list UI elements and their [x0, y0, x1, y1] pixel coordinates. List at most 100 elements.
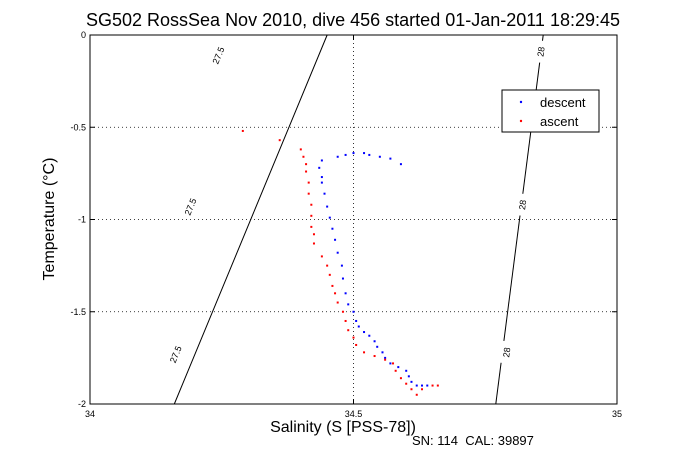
ascent-point	[352, 336, 355, 339]
ascent-point	[384, 358, 387, 361]
descent-point	[363, 331, 366, 334]
ascent-point	[410, 388, 413, 391]
legend-box	[501, 89, 600, 133]
descent-point	[373, 340, 376, 343]
descent-point	[344, 153, 347, 156]
isopycnal-label: 28	[501, 347, 512, 358]
descent-point	[397, 366, 400, 369]
ascent-point	[320, 255, 323, 258]
descent-point	[320, 159, 323, 162]
descent-point	[384, 356, 387, 359]
isopycnal-label: 28	[517, 199, 528, 210]
descent-point	[389, 362, 392, 365]
ascent-point	[363, 351, 366, 354]
isopycnal-label-bg	[180, 194, 200, 220]
descent-point	[363, 152, 366, 155]
ascent-point	[347, 329, 350, 332]
ascent-point	[341, 310, 344, 313]
isopycnal-label-bg	[514, 193, 530, 217]
axis-ticks: 34 34.5 35 0 -0.5 -1 -1.5 -2	[70, 30, 622, 419]
descent-point	[323, 192, 326, 195]
isopycnal-label-bg	[533, 39, 548, 64]
ascent-point	[310, 225, 313, 228]
ascent-point	[310, 214, 313, 217]
ascent-point	[312, 242, 315, 245]
ascent-point	[312, 233, 315, 236]
ascent-point	[334, 292, 337, 295]
descent-point	[320, 176, 323, 179]
descent-point	[352, 152, 355, 155]
descent-point	[336, 251, 339, 254]
ascent-point	[307, 192, 310, 195]
descent-point	[344, 292, 347, 295]
ascent-point	[328, 273, 331, 276]
descent-point	[368, 153, 371, 156]
x-tick-label: 35	[612, 409, 622, 419]
grid-lines	[90, 35, 617, 404]
ascent-point	[394, 369, 397, 372]
descent-point	[355, 319, 358, 322]
descent-point	[328, 216, 331, 219]
isopycnal-label-bg	[498, 340, 514, 365]
descent-point	[340, 264, 343, 267]
x-tick-label: 34	[85, 409, 95, 419]
ascent-point	[436, 384, 439, 387]
y-tick-label: -2	[78, 399, 86, 409]
data-points	[241, 129, 439, 396]
y-tick-label: -1.5	[70, 307, 86, 317]
descent-point	[399, 163, 402, 166]
descent-point	[407, 375, 410, 378]
y-tick-label: -0.5	[70, 122, 86, 132]
ascent-point	[421, 388, 424, 391]
descent-point	[334, 238, 337, 241]
descent-point	[331, 227, 334, 230]
descent-point	[326, 205, 329, 208]
descent-point	[421, 384, 424, 387]
legend: descent ascent	[501, 89, 600, 133]
descent-point	[341, 277, 344, 280]
ascent-point	[331, 284, 334, 287]
legend-label-ascent: ascent	[540, 114, 579, 129]
descent-point	[405, 369, 408, 372]
ascent-point	[399, 377, 402, 380]
ascent-point	[302, 155, 305, 158]
descent-point	[318, 166, 321, 169]
chart-title: SG502 RossSea Nov 2010, dive 456 started…	[86, 10, 620, 30]
ascent-point	[392, 362, 395, 365]
isopycnal-label: 28	[535, 46, 546, 57]
ascent-point	[405, 382, 408, 385]
y-tick-label: 0	[81, 30, 86, 40]
descent-point	[336, 155, 339, 158]
descent-point	[381, 351, 384, 354]
isopycnal-label-bg	[165, 341, 186, 367]
x-axis-label: Salinity (S [PSS-78])	[270, 419, 416, 436]
descent-point	[378, 155, 381, 158]
ascent-point	[336, 301, 339, 304]
x-tick-label: 34.5	[345, 409, 363, 419]
descent-point	[320, 181, 323, 184]
descent-point	[357, 325, 360, 328]
legend-marker-descent	[519, 100, 523, 104]
descent-point	[352, 310, 355, 313]
ascent-point	[431, 384, 434, 387]
ascent-point	[355, 343, 358, 346]
isopycnal-label-bg	[208, 42, 228, 68]
y-tick-label: -1	[78, 215, 86, 225]
descent-point	[426, 384, 429, 387]
ascent-point	[305, 163, 308, 166]
ascent-point	[307, 181, 310, 184]
ascent-point	[344, 319, 347, 322]
ascent-point	[326, 264, 329, 267]
ascent-point	[241, 129, 244, 132]
legend-marker-ascent	[519, 119, 523, 123]
ascent-point	[415, 393, 418, 396]
descent-point	[376, 345, 379, 348]
ascent-point	[278, 139, 281, 142]
ascent-point	[299, 148, 302, 151]
isopycnal-line	[173, 34, 328, 405]
descent-point	[415, 384, 418, 387]
ascent-point	[373, 355, 376, 358]
descent-point	[368, 334, 371, 337]
y-axis-label: Temperature (°C)	[41, 158, 58, 281]
